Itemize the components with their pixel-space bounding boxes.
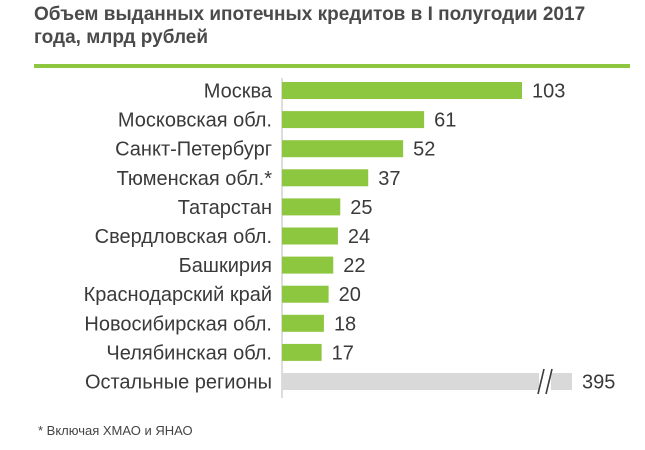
category-label: Башкирия — [179, 255, 272, 277]
title-underline — [34, 64, 630, 68]
bar-9 — [282, 314, 324, 332]
value-label: 37 — [378, 168, 400, 190]
bar-10 — [282, 343, 322, 361]
axis-break-mark — [537, 368, 545, 395]
bar-2 — [282, 111, 425, 129]
value-label: 52 — [413, 139, 435, 161]
bar-6 — [282, 227, 338, 245]
bar-chart: Москва 103 Московская обл. 61 Санкт-Петербур… — [84, 78, 615, 398]
value-label: 18 — [334, 313, 356, 335]
footnote: * Включая ХМАО и ЯНАО — [38, 423, 193, 438]
value-label: 395 — [582, 372, 615, 394]
category-label: Новосибирская обл. — [84, 313, 272, 335]
chart-title: Объем выданных ипотечных кредитов в I по… — [34, 4, 586, 48]
axis-break-mark — [545, 368, 553, 395]
value-label: 22 — [343, 255, 365, 277]
bar-3 — [282, 140, 404, 158]
bar-other-regions — [282, 373, 572, 390]
value-label: 20 — [339, 284, 361, 306]
value-label: 103 — [532, 81, 565, 103]
bar-4 — [282, 169, 369, 187]
category-label: Тюменская обл.* — [117, 168, 273, 190]
value-label: 24 — [348, 226, 370, 248]
category-label: Свердловская обл. — [95, 226, 272, 248]
category-label: Краснодарский край — [84, 284, 272, 306]
category-label: Остальные регионы — [85, 372, 272, 394]
value-label: 61 — [434, 110, 456, 132]
category-label: Челябинская обл. — [106, 342, 272, 364]
value-label: 25 — [350, 197, 372, 219]
value-label: 17 — [332, 342, 354, 364]
category-label: Москва — [204, 81, 273, 103]
bar-8 — [282, 285, 329, 303]
bar-7 — [282, 256, 334, 274]
category-label: Московская обл. — [118, 110, 272, 132]
bar-1 — [282, 82, 522, 99]
bar-5 — [282, 198, 341, 216]
category-label: Санкт-Петербург — [115, 139, 272, 161]
category-label: Татарстан — [178, 197, 272, 219]
